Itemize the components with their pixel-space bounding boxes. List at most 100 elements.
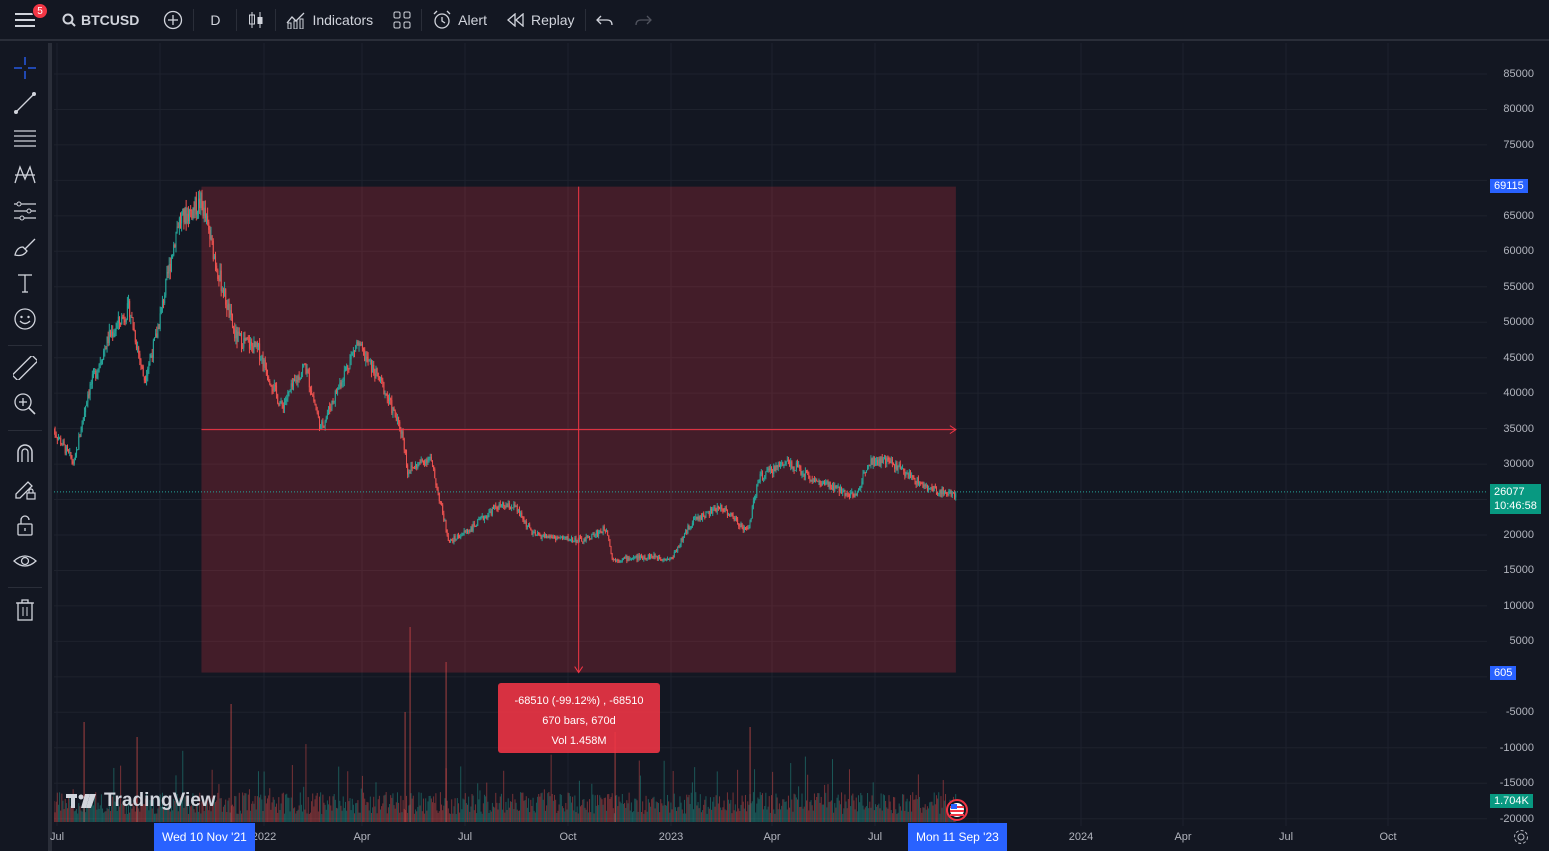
candle-body [143, 376, 145, 381]
volume-bar [873, 810, 875, 822]
candle-body [243, 338, 245, 348]
candle-body [229, 310, 231, 318]
candle-body [168, 263, 170, 274]
volume-bar [671, 809, 673, 822]
volume-bar [566, 809, 568, 822]
volume-bar [352, 804, 354, 822]
crosshair-tool[interactable] [8, 51, 42, 85]
volume-bar [706, 813, 708, 822]
lock-drawing-tool[interactable] [8, 472, 42, 506]
candle-body [535, 534, 537, 536]
volume-bar [728, 799, 730, 822]
candle-body [721, 505, 723, 510]
candle-body [181, 214, 183, 224]
candle-body [949, 490, 951, 493]
eye-icon [13, 555, 37, 567]
chart-pane[interactable] [54, 43, 1487, 826]
hide-drawings-tool[interactable] [8, 544, 42, 578]
grid-icon [393, 11, 411, 28]
chart-type-button[interactable] [237, 0, 275, 40]
text-tool[interactable] [8, 266, 42, 300]
price-axis[interactable]: 85000 80000 75000 65000 60000 55000 50000 45000… [1487, 43, 1549, 851]
time-axis[interactable]: Jul 2022 Apr Jul Oct 2023 Apr Jul 2024 Apr Jul Oct [50, 826, 1487, 851]
measure-lines-tool[interactable] [8, 194, 42, 228]
candle-body [724, 507, 726, 512]
pattern-tool[interactable] [8, 158, 42, 192]
candle-body [584, 538, 586, 541]
fib-retracement-tool[interactable] [8, 122, 42, 156]
remove-drawings-tool[interactable] [8, 593, 42, 627]
candle-body [544, 534, 546, 538]
price-tick-label: 20000 [1503, 529, 1534, 541]
chart-settings-icon[interactable] [1512, 828, 1530, 846]
candle-body [719, 508, 721, 510]
ruler-tool[interactable] [8, 351, 42, 385]
candle-body [864, 472, 866, 474]
volume-bar [279, 810, 281, 822]
volume-bar [453, 806, 455, 822]
volume-bar [896, 813, 898, 822]
candle-body [547, 535, 549, 538]
candle-body [712, 508, 714, 514]
volume-bar [65, 803, 67, 822]
layouts-button[interactable] [383, 0, 421, 40]
tradingview-logo[interactable]: TradingView [66, 790, 216, 812]
main-menu-button[interactable]: 5 [0, 0, 50, 40]
brush-tool[interactable] [8, 230, 42, 264]
volume-bar [757, 797, 759, 822]
candle-body [294, 379, 296, 381]
redo-button[interactable] [624, 0, 662, 40]
interval-button[interactable]: D [194, 0, 236, 40]
volume-bar [91, 804, 93, 822]
candle-body [476, 525, 478, 527]
volume-bar [320, 792, 322, 822]
candle-body [263, 359, 265, 367]
candle-body [705, 512, 707, 518]
candle-body [572, 537, 574, 542]
undo-icon [595, 15, 613, 25]
replay-button[interactable]: Replay [497, 0, 585, 40]
volume-bar [876, 806, 878, 822]
measure-lines-icon [14, 201, 36, 221]
volume-bar [694, 767, 696, 822]
volume-bar [314, 799, 316, 822]
price-chart[interactable] [54, 43, 1487, 826]
volume-bar [719, 796, 721, 822]
economic-events-button[interactable] [946, 799, 968, 821]
compare-symbol-button[interactable] [153, 0, 193, 40]
candle-body [586, 536, 588, 538]
candle-body [677, 546, 679, 552]
emoji-tool[interactable] [8, 302, 42, 336]
volume-bar [290, 797, 292, 822]
candle-body [400, 429, 402, 434]
symbol-search-button[interactable]: BTCUSD [50, 0, 153, 40]
candle-body [208, 221, 210, 230]
trend-line-tool[interactable] [8, 86, 42, 120]
candle-body [663, 558, 665, 560]
alert-button[interactable]: Alert [422, 0, 497, 40]
candle-body [908, 471, 910, 479]
indicators-button[interactable]: Indicators [276, 0, 383, 40]
volume-bar [70, 806, 72, 822]
volume-bar [481, 813, 483, 822]
candle-body [438, 493, 440, 502]
candle-body [469, 530, 471, 532]
candle-body [561, 537, 563, 539]
fib-retracement-icon [14, 130, 36, 147]
volume-bar [564, 811, 566, 822]
volume-bar [809, 801, 811, 822]
volume-bar [465, 803, 467, 822]
volume-bar [731, 813, 733, 822]
volume-bar [411, 798, 413, 822]
zoom-in-tool[interactable] [8, 387, 42, 421]
candle-body [199, 198, 201, 209]
volume-bar [611, 793, 613, 822]
lock-all-tool[interactable] [8, 508, 42, 542]
magnet-tool[interactable] [8, 436, 42, 470]
undo-button[interactable] [586, 0, 624, 40]
volume-bar [142, 804, 144, 822]
volume-bar [442, 810, 444, 822]
candle-body [842, 491, 844, 493]
candle-body [942, 487, 944, 495]
candle-body [147, 368, 149, 376]
